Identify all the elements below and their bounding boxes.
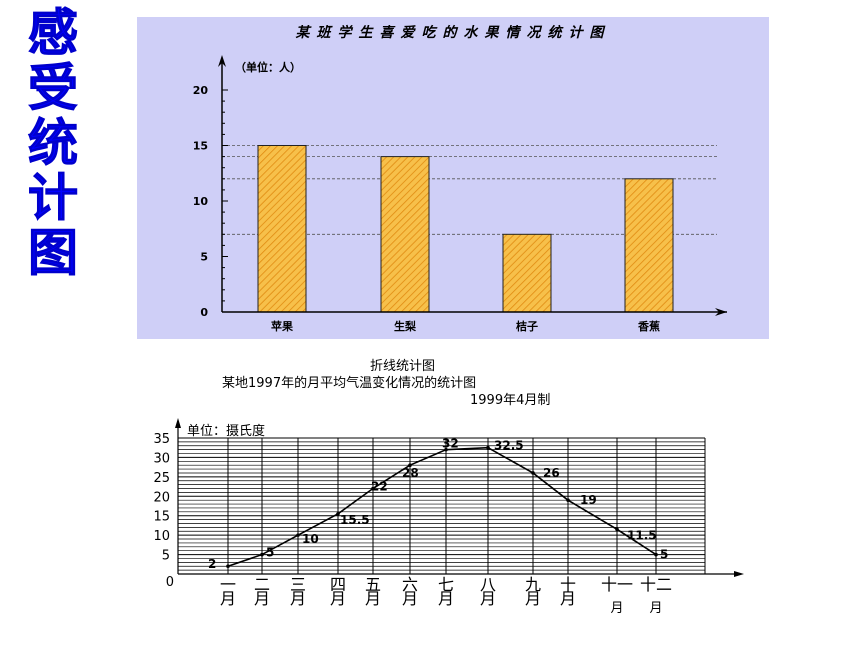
x-tick-label: 四月 — [330, 575, 346, 608]
side-title-char: 计 — [28, 169, 79, 227]
y-tick-label: 10 — [153, 529, 170, 544]
y-tick-label: 5 — [162, 549, 170, 564]
data-point — [408, 463, 412, 468]
bar-chart-background — [137, 17, 769, 339]
y-tick-label: 0 — [200, 306, 208, 319]
data-point — [226, 564, 230, 569]
data-label: 5 — [660, 548, 668, 562]
y-tick-label: 15 — [193, 140, 208, 153]
y-tick-label: 25 — [153, 471, 170, 486]
y-tick-label: 20 — [153, 490, 170, 505]
data-label: 32 — [442, 437, 459, 451]
x-tick-label: 十二月 — [640, 575, 672, 616]
x-tick-label: 五月 — [365, 575, 381, 608]
y-tick-label: 35 — [153, 432, 170, 447]
bar — [380, 156, 430, 313]
x-tick-label: 桔子 — [516, 319, 538, 333]
data-point — [531, 471, 535, 475]
x-tick-label: 十月 — [560, 575, 576, 608]
line-chart-subtitle: 某地1997年的月平均气温变化情况的统计图 — [222, 376, 477, 391]
data-label: 10 — [302, 532, 319, 546]
y-tick-label: 15 — [153, 510, 170, 525]
bar-chart-unit-label: （单位：人） — [235, 60, 301, 74]
line-chart-title: 折线统计图 — [370, 359, 436, 374]
x-tick-label: 生梨 — [394, 319, 417, 333]
side-title-char: 受 — [28, 59, 79, 117]
x-tick-label: 香蕉 — [637, 319, 660, 333]
x-tick-label: 二月 — [254, 575, 270, 608]
y-tick-label: 30 — [153, 451, 170, 466]
x-tick-label: 九月 — [525, 575, 541, 608]
bar-chart: 某班学生喜爱吃的水果情况统计图 （单位：人） 苹果 生梨 桔子 香蕉 0 5 10 15 20 — [137, 17, 769, 339]
data-label: 2 — [208, 557, 216, 571]
side-title: 感 受 统 计 图 — [22, 4, 84, 282]
data-label: 11.5 — [627, 528, 657, 542]
x-tick-label: 一月 — [220, 575, 236, 608]
data-point — [444, 447, 448, 452]
side-title-char: 图 — [28, 224, 79, 282]
x-tick-label: 苹果 — [271, 319, 293, 333]
x-tick-label: 八月 — [480, 575, 496, 608]
x-axis-arrow — [715, 308, 727, 316]
data-point — [566, 498, 570, 502]
y-axis-arrow — [218, 55, 226, 67]
line-chart-date-note: 1999年4月制 — [470, 393, 551, 408]
data-label: 32.5 — [494, 439, 524, 453]
x-axis-arrow — [734, 571, 744, 577]
data-label: 28 — [402, 466, 419, 480]
data-point — [296, 533, 300, 537]
y-tick-label: 10 — [193, 195, 209, 208]
y-tick-label: 5 — [200, 251, 208, 264]
bar — [257, 145, 307, 313]
temperature-line — [227, 446, 657, 567]
data-point — [260, 552, 264, 557]
data-label: 19 — [580, 493, 597, 507]
x-tick-label: 六月 — [402, 575, 418, 608]
side-title-char: 统 — [28, 114, 79, 172]
x-tick-label: 十一月 — [601, 575, 633, 616]
y-axis-arrow — [175, 418, 181, 428]
data-point — [336, 511, 340, 516]
data-point — [654, 552, 658, 557]
data-point — [486, 445, 490, 450]
data-label: 5 — [266, 546, 274, 560]
data-label: 15.5 — [340, 513, 370, 527]
x-tick-label: 三月 — [290, 575, 306, 608]
data-label: 26 — [543, 466, 560, 480]
data-label: 22 — [371, 480, 388, 494]
y-tick-label: 20 — [193, 84, 209, 97]
line-chart-unit-label: 单位：摄氏度 — [187, 423, 265, 439]
y-tick-label: 0 — [166, 575, 174, 590]
data-point — [371, 486, 375, 491]
bar-chart-title: 某班学生喜爱吃的水果情况统计图 — [296, 24, 611, 41]
x-tick-label: 七月 — [438, 575, 454, 608]
data-point — [615, 527, 619, 532]
side-title-char: 感 — [28, 4, 79, 62]
bar — [624, 178, 674, 313]
bar — [502, 233, 552, 313]
